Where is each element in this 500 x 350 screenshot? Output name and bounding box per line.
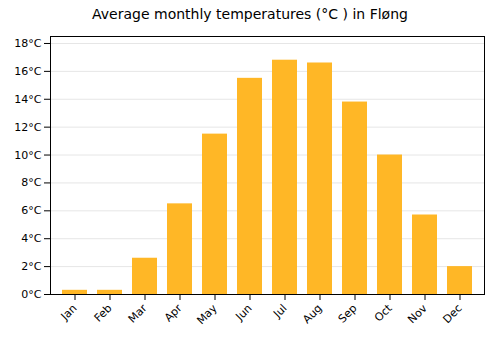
svg-text:Sep: Sep (336, 302, 360, 326)
svg-text:Oct: Oct (372, 301, 395, 324)
svg-text:May: May (194, 301, 220, 327)
svg-text:Apr: Apr (162, 301, 185, 324)
svg-text:14°C: 14°C (14, 93, 41, 106)
svg-text:10°C: 10°C (14, 149, 41, 162)
svg-text:0°C: 0°C (21, 288, 41, 301)
svg-text:6°C: 6°C (21, 204, 41, 217)
svg-text:2°C: 2°C (21, 260, 41, 273)
svg-text:8°C: 8°C (21, 176, 41, 189)
svg-text:Jan: Jan (58, 302, 80, 324)
svg-text:Dec: Dec (440, 302, 464, 326)
svg-text:16°C: 16°C (14, 65, 41, 78)
svg-text:Jun: Jun (233, 302, 255, 324)
svg-text:Feb: Feb (92, 302, 115, 325)
svg-text:18°C: 18°C (14, 37, 41, 50)
html-text:Average monthly temperatures (: Average monthly temperatures (°C ) in Fl… (92, 6, 408, 22)
svg-text:Jul: Jul (270, 302, 289, 321)
svg-text:Aug: Aug (300, 302, 324, 326)
svg-text:Mar: Mar (126, 301, 150, 325)
svg-text:4°C: 4°C (21, 232, 41, 245)
svg-text:Nov: Nov (405, 301, 430, 326)
svg-text:12°C: 12°C (14, 121, 41, 134)
